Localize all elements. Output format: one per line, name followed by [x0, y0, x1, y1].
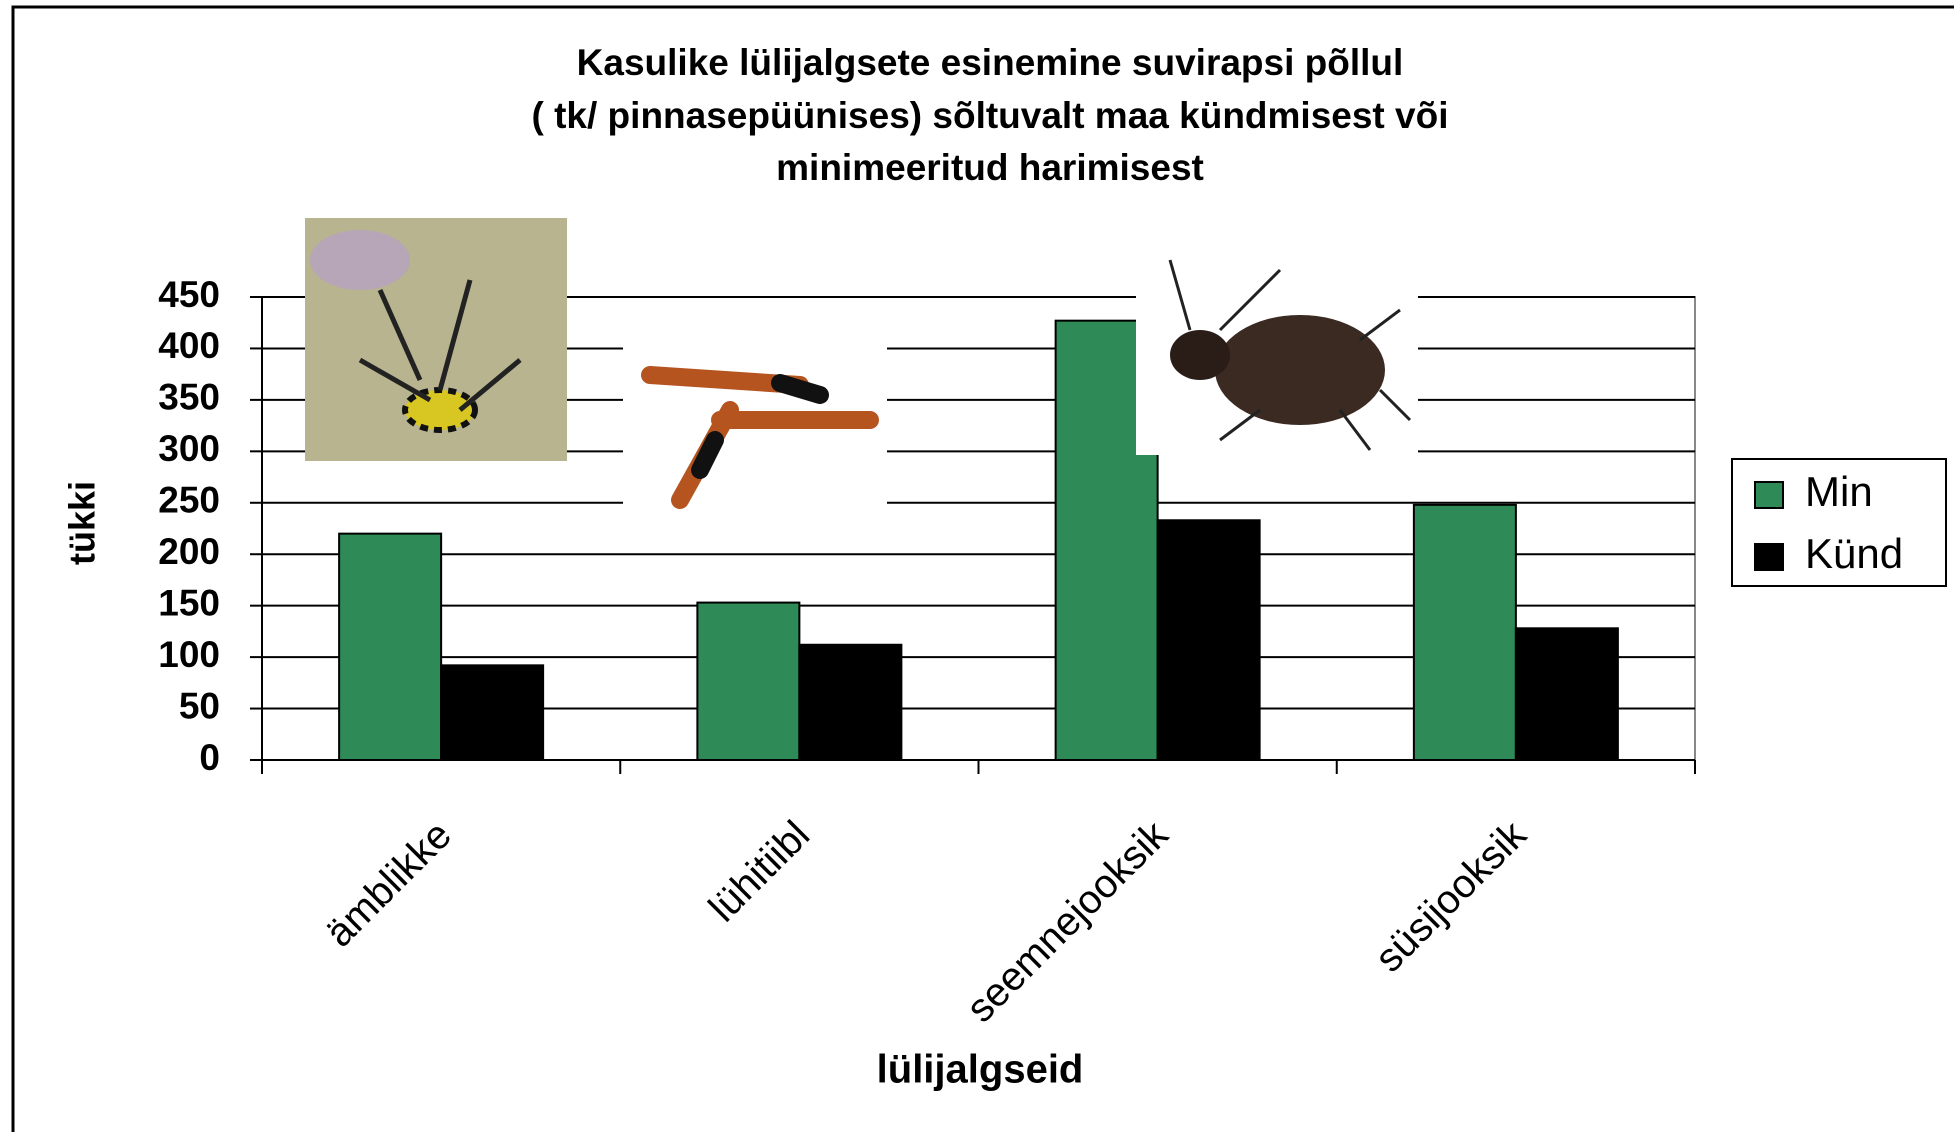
x-axis-title: lülijalgseid	[877, 1048, 1084, 1092]
chart-title: minimeeritud harimisest	[776, 147, 1204, 188]
spider-photo	[305, 218, 567, 461]
y-tick-label: 400	[158, 325, 220, 366]
y-tick-label: 50	[179, 685, 220, 726]
y-tick-label: 250	[158, 480, 220, 521]
legend-swatch	[1754, 543, 1784, 571]
bar	[798, 643, 903, 762]
y-tick-label: 0	[199, 737, 220, 778]
bar	[440, 664, 545, 761]
y-tick-label: 100	[158, 634, 220, 675]
legend-label: Min	[1805, 468, 1873, 515]
bar	[1412, 503, 1517, 761]
y-tick-label: 350	[158, 377, 220, 418]
beetle-photo	[1136, 249, 1418, 455]
y-tick-label: 200	[158, 531, 220, 572]
chart-title: Kasulike lülijalgsete esinemine suviraps…	[577, 42, 1404, 83]
bar	[1514, 627, 1619, 762]
y-tick-label: 150	[158, 582, 220, 623]
y-tick-label: 300	[158, 428, 220, 469]
y-axis-title: tükki	[62, 481, 103, 565]
y-tick-label: 450	[158, 274, 220, 315]
legend-swatch	[1754, 481, 1784, 509]
bar	[338, 532, 443, 762]
legend-label: Künd	[1805, 530, 1903, 577]
legend-items: Min Künd	[1754, 468, 1903, 577]
earwig-photo	[623, 336, 887, 517]
bar	[696, 601, 801, 762]
chart-title: ( tk/ pinnasepüünises) sõltuvalt maa kün…	[532, 95, 1449, 136]
bar	[1156, 519, 1261, 761]
